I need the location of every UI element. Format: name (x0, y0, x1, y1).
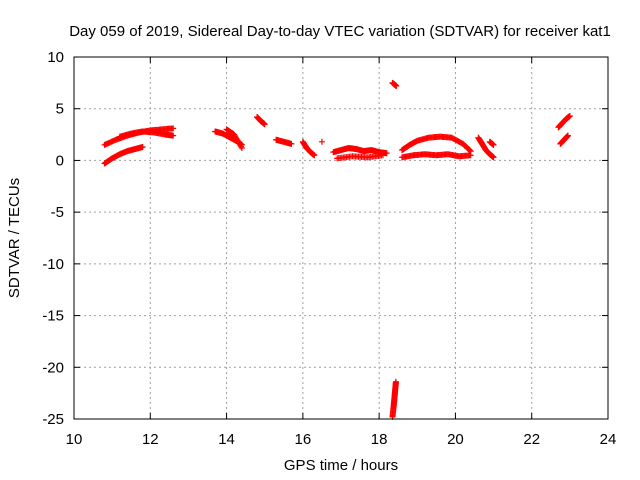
x-tick-label: 14 (218, 431, 235, 448)
y-axis: -25 -20 -15 -10 -5 0 5 10 (42, 49, 608, 428)
y-tick-label: 5 (56, 101, 64, 118)
data-point (564, 132, 571, 139)
data-point (392, 378, 399, 385)
x-axis: 10 12 14 16 18 20 22 24 (66, 57, 617, 448)
data-point (238, 143, 245, 150)
data-points (101, 79, 573, 420)
y-axis-label: SDTVAR / TECUs (6, 178, 23, 298)
data-point (379, 152, 386, 159)
data-point (170, 132, 177, 139)
y-tick-label: -10 (42, 256, 64, 273)
grid-lines (74, 57, 608, 419)
data-point (566, 112, 573, 119)
data-point (288, 140, 295, 147)
y-tick-label: 0 (56, 152, 64, 169)
data-point (383, 150, 390, 157)
x-tick-label: 20 (447, 431, 464, 448)
data-point (261, 121, 268, 128)
data-point (170, 125, 177, 132)
y-tick-label: -5 (51, 204, 64, 221)
x-tick-label: 10 (66, 431, 83, 448)
x-axis-label: GPS time / hours (284, 457, 398, 474)
data-point (467, 152, 474, 159)
data-point (490, 141, 497, 148)
y-tick-label: -20 (42, 359, 64, 376)
data-point (393, 82, 400, 89)
x-tick-label: 24 (600, 431, 617, 448)
x-tick-label: 12 (142, 431, 159, 448)
x-tick-label: 16 (295, 431, 312, 448)
x-tick-label: 18 (371, 431, 388, 448)
x-tick-label: 22 (523, 431, 540, 448)
data-point (238, 145, 245, 152)
y-tick-label: 10 (47, 49, 64, 66)
data-point (490, 154, 497, 161)
y-tick-label: -25 (42, 411, 64, 428)
chart-title: Day 059 of 2019, Sidereal Day-to-day VTE… (69, 23, 611, 40)
data-point (311, 152, 318, 159)
y-tick-label: -15 (42, 308, 64, 325)
data-point (139, 143, 146, 150)
data-point (318, 138, 325, 145)
plot-frame (73, 56, 609, 420)
